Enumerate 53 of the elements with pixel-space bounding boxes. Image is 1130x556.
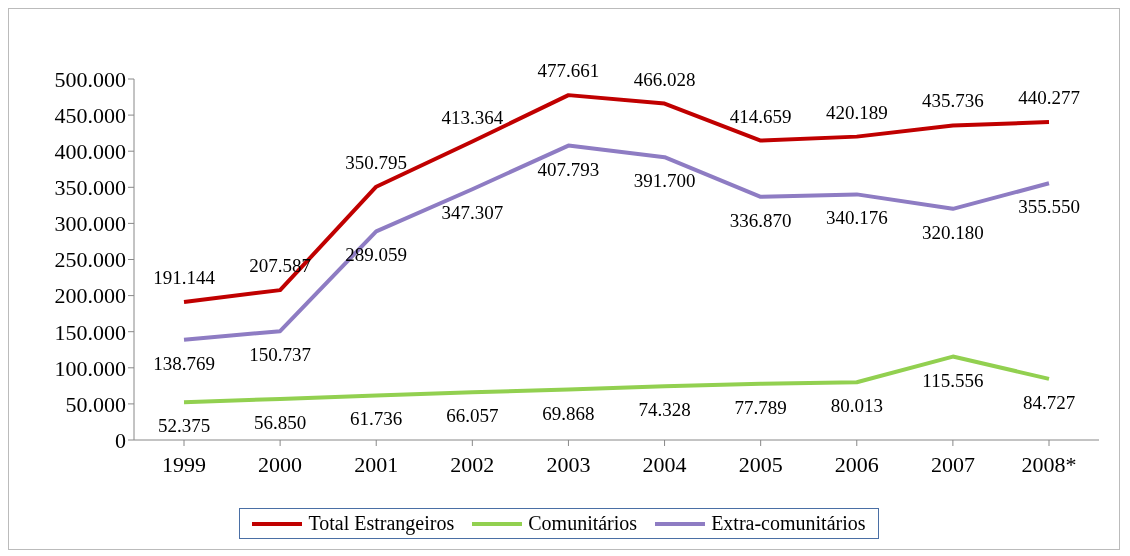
y-tick-label: 300.000	[54, 211, 126, 237]
data-label: 435.736	[922, 90, 984, 112]
x-tick-label: 2001	[354, 451, 399, 477]
y-tick-label: 150.000	[54, 319, 126, 345]
y-tick-label: 450.000	[54, 102, 126, 128]
legend-label: Extra-comunitários	[710, 512, 866, 535]
data-label: 52.375	[157, 415, 211, 437]
data-label: 440.277	[1018, 87, 1080, 109]
data-label: 320.180	[922, 221, 984, 243]
data-label: 77.789	[734, 396, 787, 418]
data-label: 150.737	[249, 344, 311, 366]
x-tick-label: 2005	[738, 451, 783, 477]
data-label: 466.028	[633, 68, 696, 90]
y-tick-label: 400.000	[54, 139, 126, 165]
data-label: 84.727	[1022, 391, 1076, 413]
x-tick-label: 2004	[642, 451, 687, 477]
data-label: 289.059	[345, 244, 408, 266]
data-label: 413.364	[441, 106, 504, 128]
data-label: 340.176	[825, 207, 888, 229]
data-label: 61.736	[350, 408, 403, 430]
data-label: 355.550	[1018, 196, 1080, 218]
data-label: 407.793	[537, 158, 600, 180]
data-label: 56.850	[253, 411, 307, 433]
data-label: 115.556	[922, 369, 984, 391]
legend-label: Comunitários	[527, 512, 638, 535]
x-tick-label: 2007	[930, 451, 975, 477]
data-label: 80.013	[830, 395, 883, 417]
data-label: 336.870	[729, 209, 792, 231]
y-tick-label: 250.000	[54, 247, 126, 273]
x-tick-label: 2002	[450, 451, 495, 477]
x-tick-label: 2003	[546, 451, 591, 477]
y-tick-label: 0	[115, 427, 126, 453]
data-label: 138.769	[153, 352, 215, 374]
x-tick-label: 2006	[834, 451, 879, 477]
data-label: 347.307	[441, 202, 504, 224]
x-tick-label: 2008*	[1021, 451, 1077, 477]
data-label: 74.328	[638, 399, 691, 421]
data-label: 391.700	[633, 170, 696, 192]
data-label: 66.057	[446, 405, 499, 427]
y-tick-label: 100.000	[54, 355, 126, 381]
legend-label: Total Estrangeiros	[307, 512, 455, 535]
data-label: 191.144	[153, 266, 216, 288]
data-label: 414.659	[729, 105, 792, 127]
data-label: 477.661	[537, 60, 600, 82]
data-label: 420.189	[825, 101, 888, 123]
x-tick-label: 2000	[258, 451, 303, 477]
x-tick-label: 1999	[162, 451, 206, 477]
y-tick-label: 350.000	[54, 175, 126, 201]
y-tick-label: 500.000	[54, 66, 126, 92]
y-tick-label: 50.000	[65, 391, 126, 417]
data-label: 350.795	[345, 151, 408, 173]
y-tick-label: 200.000	[54, 283, 126, 309]
data-label: 69.868	[542, 402, 595, 424]
